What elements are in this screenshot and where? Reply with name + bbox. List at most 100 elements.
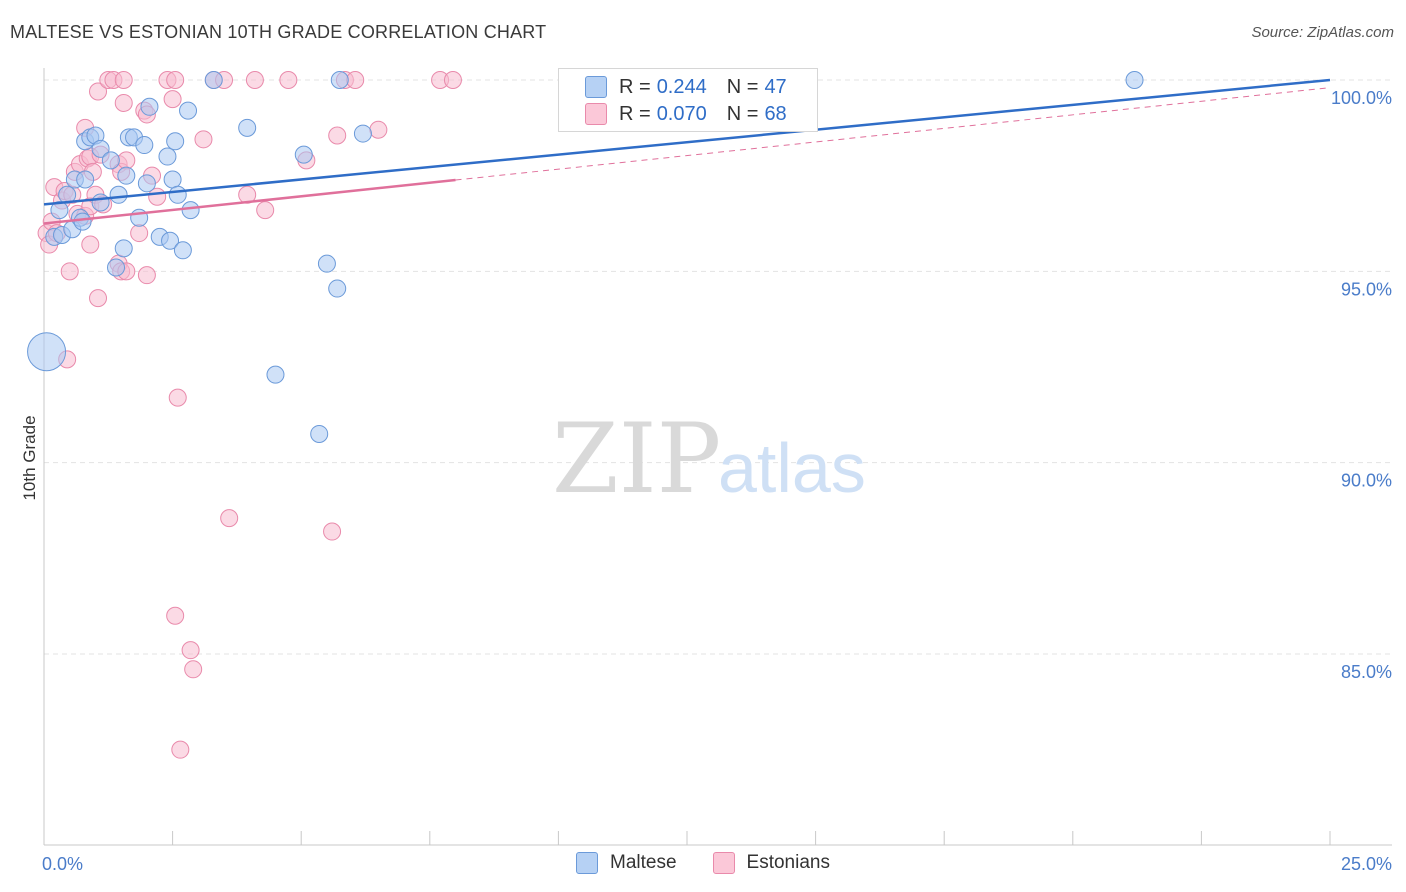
y-tick-label: 95.0% [1341, 279, 1392, 299]
maltese-point [140, 97, 159, 116]
estonians-point [245, 71, 264, 89]
maltese-point [101, 151, 120, 170]
maltese-point [204, 71, 223, 89]
maltese-point [166, 132, 185, 151]
maltese-point [27, 332, 67, 372]
maltese-point [163, 170, 182, 189]
legend-r-label: R = [619, 102, 651, 125]
estonians-point [117, 151, 136, 170]
legend-n-label: N = [726, 102, 759, 125]
maltese-point [328, 279, 347, 298]
maltese-point [117, 166, 136, 185]
estonians-point [328, 126, 347, 145]
legend-r-value: 0.244 [656, 75, 707, 98]
maltese-points [27, 71, 1144, 443]
maltese-trend-line [43, 78, 1331, 206]
maltese-point [266, 365, 285, 384]
estonians-point [114, 71, 133, 89]
x-tick-labels: 0.0% 25.0% [42, 854, 1392, 874]
estonians-trend-line [43, 178, 456, 225]
estonians-point [137, 266, 156, 285]
stats-legend: R = 0.244 N = 47 R = 0.070 N = 68 [558, 68, 818, 132]
estonians-trend-extension [455, 87, 1331, 181]
estonians-point [81, 235, 100, 254]
maltese-point [73, 212, 92, 231]
estonians-point [184, 660, 203, 679]
y-axis-label: 10th Grade [20, 415, 39, 500]
estonians-points [37, 71, 462, 759]
maltese-point [317, 254, 336, 273]
legend-r-value: 0.070 [656, 102, 707, 125]
maltese-point [173, 241, 192, 260]
maltese-point [238, 118, 257, 137]
legend-row-maltese: R = 0.244 N = 47 [585, 75, 787, 99]
estonians-point [60, 262, 79, 281]
maltese-point [179, 101, 198, 120]
legend-swatch-maltese [585, 76, 607, 98]
estonians-point [181, 641, 200, 660]
estonians-point [346, 71, 365, 89]
maltese-point [114, 239, 133, 258]
x-tick-label: 0.0% [42, 854, 83, 874]
estonians-point [166, 71, 185, 89]
estonians-point [171, 740, 190, 759]
maltese-point [50, 201, 69, 220]
legend-label-estonians: Estonians [746, 852, 830, 873]
estonians-point [168, 388, 187, 407]
legend-n-value: 47 [764, 75, 787, 98]
legend-r-label: R = [619, 75, 651, 98]
maltese-point [76, 170, 95, 189]
legend-item-maltese[interactable]: Maltese [576, 852, 677, 874]
maltese-point [158, 147, 177, 166]
y-tick-label: 90.0% [1341, 471, 1392, 491]
legend-swatch-estonians [585, 103, 607, 125]
estonians-point [238, 185, 257, 204]
series-legend: Maltese Estonians [0, 852, 1406, 874]
grid-lines [44, 79, 1392, 655]
maltese-point [91, 139, 110, 158]
estonians-point [114, 93, 133, 112]
maltese-point [181, 201, 200, 220]
x-tick-label: 25.0% [1341, 854, 1392, 874]
estonians-point [369, 120, 388, 139]
estonians-point [194, 130, 213, 149]
y-tick-label: 85.0% [1341, 662, 1392, 682]
estonians-point [166, 606, 185, 625]
maltese-point [91, 193, 110, 212]
legend-n-label: N = [726, 75, 759, 98]
estonians-point [279, 71, 298, 89]
axes [43, 68, 1392, 846]
trend-lines [43, 78, 1331, 225]
maltese-point [135, 136, 154, 155]
estonians-point [89, 82, 108, 101]
legend-swatch-estonians [712, 852, 735, 874]
estonians-point [256, 201, 275, 220]
maltese-point [310, 424, 329, 443]
y-tick-labels: 100.0% 95.0% 90.0% 85.0% [1331, 88, 1392, 682]
estonians-point [220, 509, 239, 528]
estonians-point [163, 90, 182, 109]
maltese-point [109, 185, 128, 204]
legend-swatch-maltese [576, 852, 598, 874]
maltese-point [168, 185, 187, 204]
maltese-point [107, 258, 126, 277]
maltese-point [161, 231, 180, 250]
maltese-point [330, 71, 349, 89]
maltese-point [1125, 71, 1144, 89]
estonians-point [323, 522, 342, 541]
chart-title: MALTESE VS ESTONIAN 10TH GRADE CORRELATI… [10, 22, 547, 42]
maltese-point [137, 174, 156, 193]
legend-item-estonians[interactable]: Estonians [712, 852, 830, 874]
legend-row-estonians: R = 0.070 N = 68 [585, 102, 787, 126]
maltese-point [353, 124, 372, 143]
estonians-point [130, 224, 149, 243]
estonians-point [89, 289, 108, 308]
legend-label-maltese: Maltese [610, 852, 677, 873]
maltese-point [294, 145, 313, 164]
legend-n-value: 68 [764, 102, 787, 125]
y-tick-label: 100.0% [1331, 88, 1392, 108]
watermark-atlas: atlas [718, 429, 866, 507]
estonians-point [443, 71, 462, 89]
source-label: Source: ZipAtlas.com [1251, 24, 1394, 41]
